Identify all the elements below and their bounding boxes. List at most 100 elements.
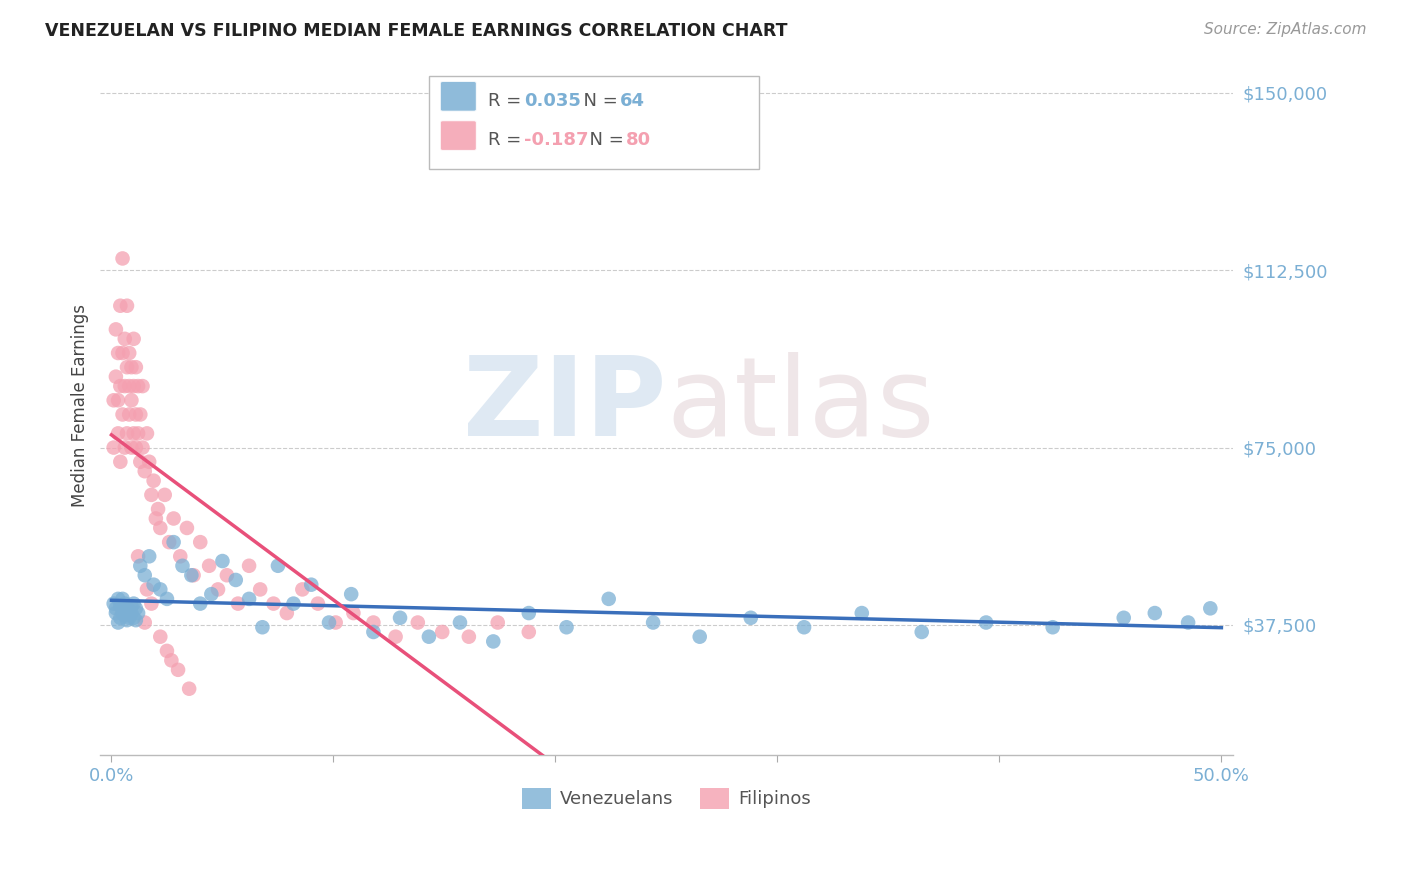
Point — [115, 613, 138, 627]
Point — [125, 408, 148, 422]
Point — [107, 591, 129, 606]
Point — [127, 379, 149, 393]
Point — [160, 653, 183, 667]
Text: R =: R = — [488, 131, 527, 149]
Point — [138, 455, 160, 469]
Point — [129, 558, 152, 573]
Point — [134, 464, 156, 478]
Point — [226, 597, 249, 611]
Point — [176, 521, 198, 535]
Point — [146, 502, 169, 516]
Text: N =: N = — [578, 131, 630, 149]
Point — [127, 426, 149, 441]
Point — [110, 299, 132, 313]
Point — [157, 535, 180, 549]
Text: 80: 80 — [626, 131, 651, 149]
Point — [114, 379, 136, 393]
Point — [125, 360, 148, 375]
Text: -0.187: -0.187 — [524, 131, 589, 149]
Point — [120, 441, 142, 455]
Point — [122, 611, 145, 625]
Point — [114, 601, 136, 615]
Point — [129, 455, 152, 469]
Point — [1112, 611, 1135, 625]
Point — [129, 408, 152, 422]
Point — [141, 597, 163, 611]
Point — [1143, 606, 1166, 620]
Point — [120, 360, 142, 375]
Point — [363, 624, 385, 639]
Point — [200, 587, 222, 601]
Point — [107, 615, 129, 630]
Point — [215, 568, 238, 582]
Point — [183, 568, 205, 582]
Point — [283, 597, 305, 611]
Point — [974, 615, 997, 630]
Point — [107, 346, 129, 360]
Point — [136, 426, 159, 441]
Point — [162, 535, 184, 549]
Point — [162, 511, 184, 525]
Point — [122, 332, 145, 346]
Point — [406, 615, 429, 630]
Point — [517, 624, 540, 639]
Point — [141, 488, 163, 502]
Point — [125, 441, 148, 455]
Point — [149, 582, 172, 597]
Point — [107, 426, 129, 441]
Point — [115, 299, 138, 313]
Point — [118, 604, 141, 618]
Point — [149, 521, 172, 535]
Point — [1199, 601, 1222, 615]
Point — [104, 601, 127, 615]
Y-axis label: Median Female Earnings: Median Female Earnings — [72, 303, 89, 507]
Point — [111, 591, 134, 606]
Point — [263, 597, 285, 611]
Point — [325, 615, 347, 630]
Point — [110, 455, 132, 469]
Point — [211, 554, 233, 568]
Point — [598, 591, 620, 606]
Point — [120, 599, 142, 613]
Point — [188, 597, 211, 611]
Point — [115, 601, 138, 615]
Point — [138, 549, 160, 564]
Point — [111, 252, 134, 266]
Point — [153, 488, 176, 502]
Point — [104, 369, 127, 384]
Point — [167, 663, 190, 677]
Point — [225, 573, 247, 587]
Text: N =: N = — [572, 92, 624, 110]
Point — [107, 393, 129, 408]
Point — [149, 630, 172, 644]
Point — [432, 624, 454, 639]
Point — [115, 360, 138, 375]
Point — [188, 535, 211, 549]
Text: 0.035: 0.035 — [524, 92, 581, 110]
Point — [114, 597, 136, 611]
Point — [114, 608, 136, 623]
Point — [122, 379, 145, 393]
Point — [125, 601, 148, 615]
Point — [103, 393, 125, 408]
Point — [172, 558, 194, 573]
Point — [340, 587, 363, 601]
Point — [111, 606, 134, 620]
Point — [267, 558, 290, 573]
Point — [252, 620, 274, 634]
Point — [207, 582, 229, 597]
Point — [299, 577, 322, 591]
Point — [1177, 615, 1199, 630]
Point — [307, 597, 329, 611]
Point — [291, 582, 314, 597]
Point — [131, 379, 153, 393]
Point — [118, 379, 141, 393]
Point — [517, 606, 540, 620]
Point — [238, 558, 260, 573]
Point — [127, 549, 149, 564]
Point — [180, 568, 202, 582]
Point — [449, 615, 471, 630]
Point — [555, 620, 578, 634]
Point — [643, 615, 665, 630]
Point — [342, 606, 364, 620]
